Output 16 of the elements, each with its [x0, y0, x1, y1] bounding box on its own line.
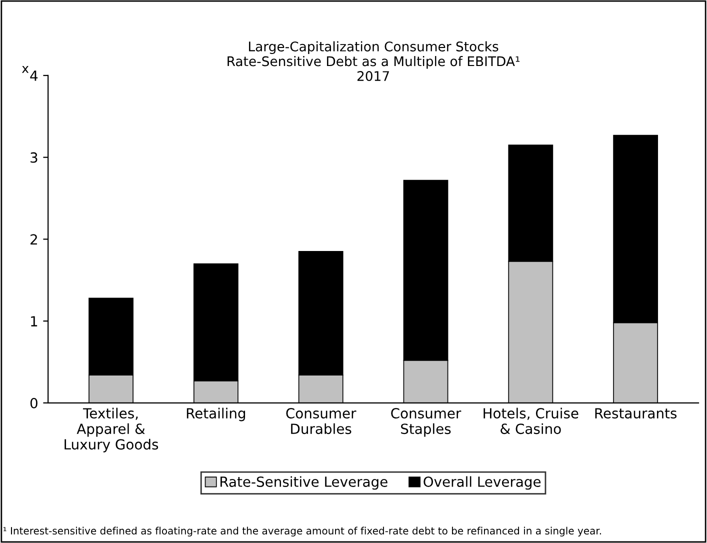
legend-label: Rate-Sensitive Leverage: [220, 476, 388, 490]
x-tick-label: Restaurants: [595, 408, 677, 419]
chart-title: Large-Capitalization Consumer Stocks Rate-Sensitive Debt as a Multiple of EBITDA¹ 2017: [228, 41, 520, 82]
y-tick-label: 1: [31, 316, 38, 326]
x-tick-label: Textiles, Apparel & Luxury Goods: [64, 408, 158, 452]
y-axis-title: x: [22, 66, 29, 73]
text: ¹ Interest-sensitive defined as floating-rate and the average amount of fixed-rate debt to be refinanced in a single year.: [3, 526, 601, 536]
y-tick-label: 3: [30, 152, 38, 163]
x-tick-label: Hotels, Cruise & Casino: [484, 408, 578, 434]
x-tick-label: Consumer Staples: [391, 408, 462, 437]
legend-label: Overall Leverage: [424, 476, 541, 490]
y-tick-label: 0: [30, 398, 38, 408]
y-tick-label: 2: [30, 234, 37, 244]
x-tick-label: Consumer Durables: [286, 408, 356, 434]
y-tick-label: 4: [30, 70, 38, 81]
x-tick-label: Retailing: [186, 408, 246, 422]
